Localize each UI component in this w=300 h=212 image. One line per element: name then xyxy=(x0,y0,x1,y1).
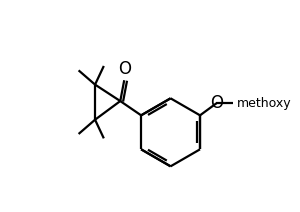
Text: methoxy: methoxy xyxy=(237,97,292,110)
Text: O: O xyxy=(210,94,223,112)
Text: O: O xyxy=(118,60,131,78)
